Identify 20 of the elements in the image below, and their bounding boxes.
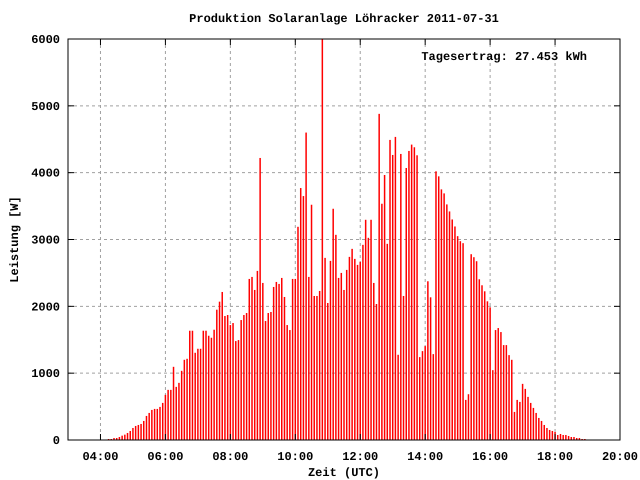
y-tick-label: 1000 xyxy=(31,367,60,382)
x-tick-label: 12:00 xyxy=(342,450,378,464)
annotation: Tagesertrag: 27.453 kWh xyxy=(421,50,587,64)
x-tick-label: 06:00 xyxy=(147,450,184,464)
x-tick-label: 20:00 xyxy=(602,450,638,464)
x-axis-title: Zeit (UTC) xyxy=(308,466,380,480)
chart-title: Produktion Solaranlage Löhracker 2011-07-31 xyxy=(189,12,499,26)
x-tick-label: 16:00 xyxy=(472,450,508,464)
x-tick-label: 08:00 xyxy=(212,450,248,464)
y-tick-label: 0 xyxy=(52,434,60,448)
y-tick-label: 2000 xyxy=(31,300,60,314)
y-tick-label: 4000 xyxy=(31,166,60,181)
y-axis-title: Leistung [W] xyxy=(8,196,22,283)
y-tick-label: 5000 xyxy=(31,100,60,114)
x-tick-label: 18:00 xyxy=(537,450,574,464)
x-tick-label: 04:00 xyxy=(82,450,118,464)
y-tick-label: 6000 xyxy=(31,33,60,47)
x-tick-label: 10:00 xyxy=(277,450,314,464)
x-tick-label: 14:00 xyxy=(407,450,444,464)
y-tick-label: 3000 xyxy=(31,234,60,248)
